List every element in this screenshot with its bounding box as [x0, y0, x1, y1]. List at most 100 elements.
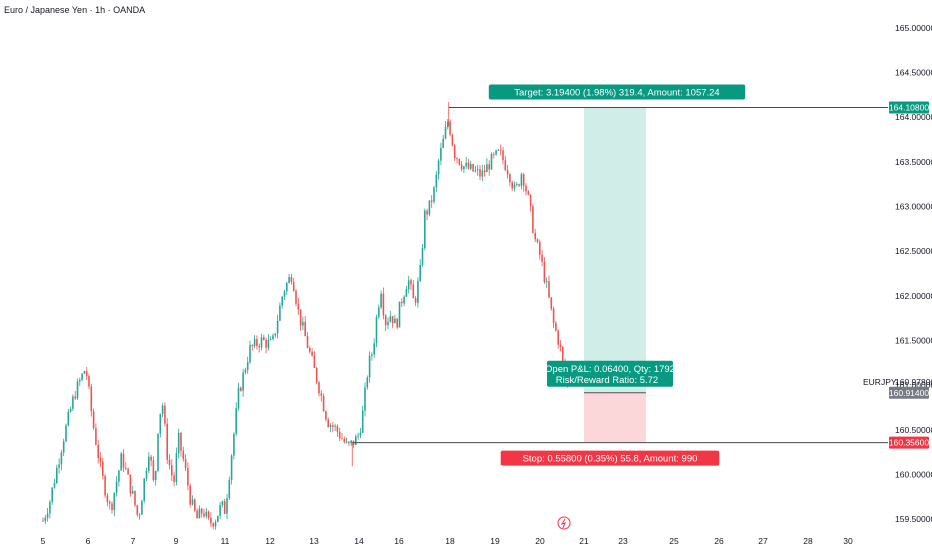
target-label-box	[488, 84, 746, 100]
candle-body	[97, 444, 99, 459]
candle-body	[486, 164, 488, 173]
candle-body	[332, 425, 334, 427]
candle-body	[456, 157, 458, 159]
candle-body	[141, 500, 143, 515]
candle-body	[299, 309, 302, 326]
candle-body	[511, 182, 513, 189]
candle-body	[99, 458, 102, 462]
candle-body	[437, 160, 440, 175]
candle-body	[382, 293, 385, 316]
candle-body	[131, 490, 134, 494]
candle-body	[88, 376, 90, 387]
stop-label: Stop: 0.55800 (0.35%) 55.8, Amount: 990	[523, 454, 698, 465]
candle-body	[557, 330, 559, 345]
candle-body	[504, 160, 507, 171]
candle-body	[493, 153, 495, 155]
candle-body	[127, 468, 129, 475]
candle-body	[373, 343, 375, 355]
candle-body	[341, 438, 343, 440]
candle-body	[265, 339, 267, 348]
candle-body	[159, 413, 162, 434]
candle-body	[223, 501, 226, 514]
candle-body	[366, 377, 369, 388]
candle-body	[207, 511, 210, 518]
candle-body	[256, 338, 258, 347]
candle-body	[67, 411, 70, 426]
candle-body	[203, 513, 205, 517]
candle-body	[559, 344, 562, 347]
target-price-label-box	[889, 101, 929, 114]
candle-body	[497, 149, 500, 151]
candle-body	[412, 284, 415, 299]
x-tick-label: 12	[265, 536, 275, 546]
candle-body	[129, 474, 132, 494]
candle-body	[467, 162, 470, 169]
candle-body	[113, 492, 116, 511]
candle-body	[502, 150, 504, 161]
candle-body	[506, 170, 509, 175]
candle-body	[290, 277, 293, 282]
candle-body	[387, 321, 389, 326]
candle-body	[465, 162, 467, 167]
candle-body	[134, 490, 136, 506]
candle-body	[154, 471, 157, 481]
candle-body	[322, 395, 325, 412]
candle-body	[136, 505, 139, 515]
candle-body	[495, 150, 497, 155]
candle-body	[102, 461, 104, 477]
candle-body	[536, 239, 539, 243]
candle-body	[513, 184, 516, 189]
candle-body	[442, 138, 444, 148]
candle-body	[72, 396, 74, 409]
candle-body	[145, 470, 148, 479]
candle-body	[481, 170, 484, 177]
candle-body	[49, 501, 51, 514]
candle-body	[161, 405, 164, 414]
candle-body	[421, 248, 424, 265]
time-axis[interactable]: 5 6 7 9 11 12 13 14 16 18 19 20 21 23 25 26 27 28 30	[41, 536, 853, 546]
candle-body	[516, 184, 518, 185]
candle-body	[276, 320, 279, 334]
y-tick-label: 164.00000	[895, 112, 932, 122]
current-price-label-text: 160.91400	[889, 388, 929, 398]
candle-body	[263, 337, 265, 340]
candle-body	[200, 508, 203, 514]
candle-body	[226, 498, 228, 514]
candle-body	[350, 440, 352, 444]
x-tick-label: 23	[618, 536, 628, 546]
y-tick-label: 164.50000	[895, 68, 932, 78]
candle-body	[60, 452, 63, 465]
candle-body	[329, 425, 332, 428]
candle-body	[304, 321, 306, 337]
candle-body	[302, 321, 304, 326]
candle-body	[545, 281, 548, 283]
candle-body	[205, 511, 208, 517]
annotations: Target: 3.19400 (1.98%) 319.4, Amount: 1…	[488, 84, 746, 530]
candle-body	[267, 339, 270, 348]
price-axis[interactable]: 159.50000 160.00000 160.50000 161.00000 161.…	[863, 23, 932, 524]
x-tick-label: 28	[803, 536, 813, 546]
candle-body	[125, 467, 127, 469]
y-tick-label: 160.50000	[895, 425, 932, 435]
candle-body	[338, 431, 341, 439]
candle-body	[148, 456, 150, 471]
candle-body	[288, 277, 290, 284]
candle-body	[111, 503, 113, 511]
candle-body	[325, 411, 327, 420]
candle-body	[555, 322, 557, 331]
candle-body	[106, 495, 109, 502]
candle-body	[283, 291, 286, 297]
candle-body	[164, 405, 166, 424]
candle-body	[138, 514, 141, 516]
stop-price-label-text: 160.35600	[889, 438, 929, 448]
candle-body	[76, 381, 79, 399]
candle-body	[269, 339, 272, 340]
candle-body	[184, 459, 187, 468]
candle-body	[470, 164, 472, 169]
candle-body	[398, 301, 401, 328]
candle-body	[361, 410, 364, 433]
candle-body	[194, 499, 196, 511]
candle-body	[74, 396, 76, 399]
